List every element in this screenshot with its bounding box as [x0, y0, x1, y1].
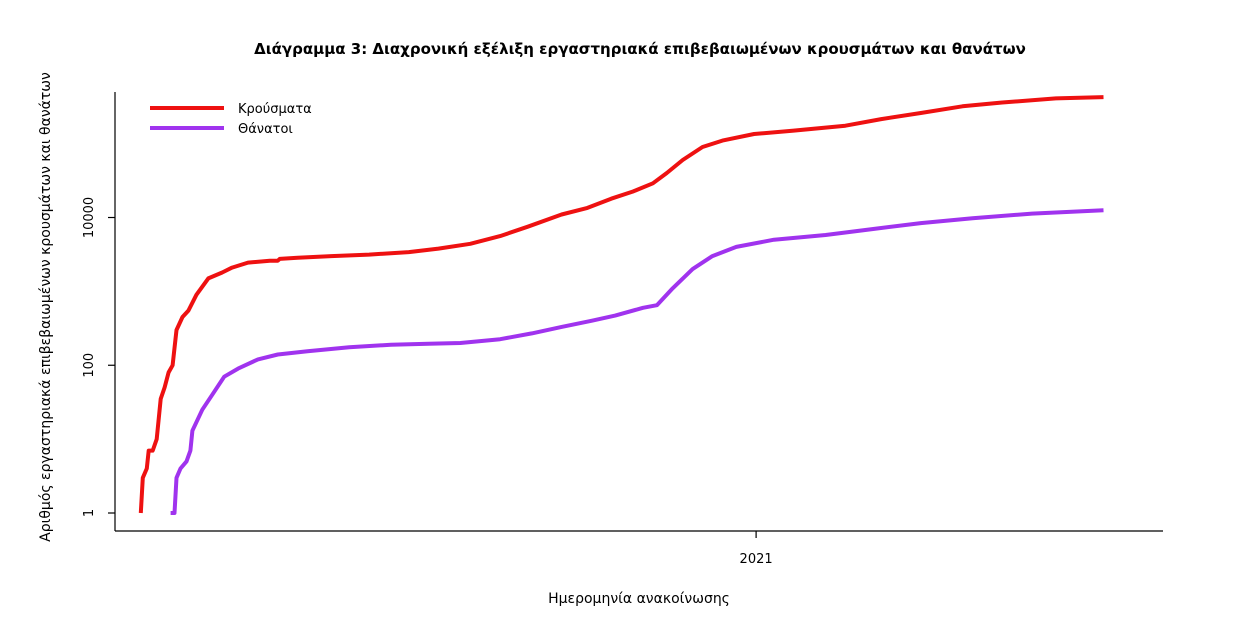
chart-title: Διάγραμμα 3: Διαχρονική εξέλιξη εργαστηρ… — [254, 40, 1026, 58]
legend-label: Κρούσματα — [238, 102, 312, 117]
y-tick-label: 100 — [82, 353, 97, 378]
x-tick-label: 2021 — [740, 552, 773, 567]
x-axis-label: Ημερομηνία ανακοίνωσης — [548, 591, 730, 607]
y-tick-label: 10000 — [82, 197, 97, 238]
legend-label: Θάνατοι — [238, 122, 293, 137]
series-lines — [138, 95, 1104, 515]
y-ticks: 1 100 10000 — [82, 197, 115, 517]
y-tick-label: 1 — [82, 509, 97, 517]
series-line-cases — [138, 95, 1104, 514]
y-axis-label: Αριθμός εργαστηριακά επιβεβαιωμένων κρου… — [38, 72, 54, 542]
x-ticks: 2021 — [740, 531, 773, 567]
series-line-deaths — [170, 208, 1104, 515]
legend: Κρούσματα Θάνατοι — [150, 102, 312, 137]
